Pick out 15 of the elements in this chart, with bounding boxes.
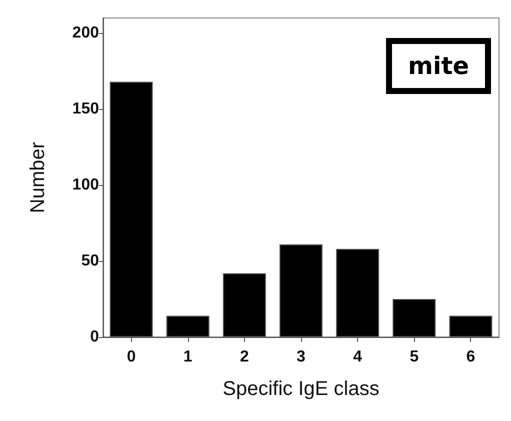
x-tick-label: 5 — [410, 348, 419, 366]
y-tick-label: 100 — [72, 176, 100, 194]
annotation: mite — [408, 52, 469, 80]
y-tick-label: 150 — [72, 100, 100, 118]
x-tick-label: 1 — [183, 348, 192, 366]
y-tick-label: 50 — [81, 252, 100, 270]
y-tick-label: 0 — [90, 328, 100, 346]
x-tick-label: 6 — [466, 348, 476, 366]
x-tick-label: 4 — [353, 348, 362, 366]
x-tick-label: 3 — [296, 348, 306, 366]
y-tick-label: 200 — [72, 24, 100, 42]
x-tick-label: 2 — [240, 348, 249, 366]
y-axis-title: Number — [27, 142, 49, 214]
x-tick-label: 0 — [126, 348, 136, 366]
x-axis-title: Specific IgE class — [222, 378, 380, 400]
